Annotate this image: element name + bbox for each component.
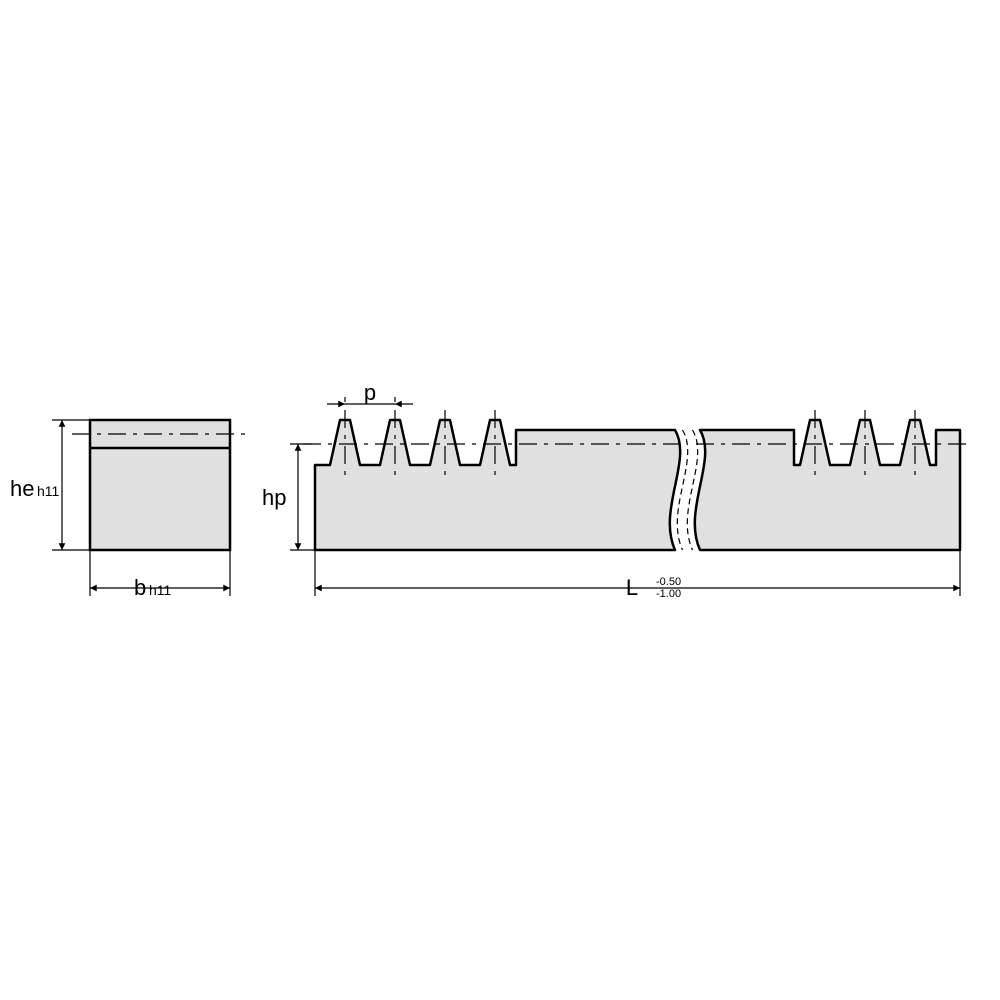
cross-section-body <box>90 420 230 550</box>
svg-text:-1.00: -1.00 <box>656 588 681 600</box>
dim-b-label: b <box>134 575 146 600</box>
technical-drawing: heh11bh11phpL-0.50-1.00 <box>0 0 1000 1000</box>
svg-text:h11: h11 <box>37 483 60 499</box>
dim-hp-label: hp <box>262 485 286 510</box>
svg-text:-0.50: -0.50 <box>656 576 681 588</box>
dim-he-label: he <box>10 476 34 501</box>
rack-right-piece <box>695 420 960 550</box>
dim-p-label: p <box>364 380 376 405</box>
rack-left-piece <box>315 420 680 550</box>
dim-L-label: L <box>626 575 638 600</box>
svg-text:h11: h11 <box>149 582 172 598</box>
